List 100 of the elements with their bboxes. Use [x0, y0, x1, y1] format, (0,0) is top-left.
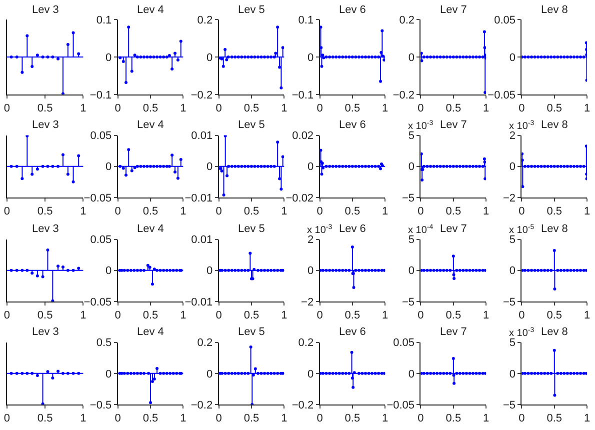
x-tick-label: 1 — [80, 102, 86, 115]
y-tick-label: 0.01 — [191, 234, 213, 246]
x-tick-label: 0 — [4, 206, 10, 218]
y-tick-label: −0.2 — [190, 89, 213, 102]
chart-title: Lev 8 — [541, 119, 568, 131]
y-tick-label: 0 — [408, 52, 415, 64]
chart-title: Lev 3 — [32, 326, 59, 338]
x-tick-label: 0 — [418, 102, 424, 115]
text: x 10$^{-3}$ — [408, 120, 434, 132]
x-tick-label: 0.5 — [546, 206, 562, 218]
x-tick-label: 0.5 — [546, 310, 562, 322]
y-tick-label: −0.05 — [84, 192, 112, 204]
x-tick-label: 0 — [518, 102, 525, 115]
y-tick-label: −5 — [502, 399, 516, 412]
x-tick-label: 0.5 — [344, 102, 360, 115]
x-tick-label: 0 — [518, 310, 525, 322]
text: x 10$^{-3}$ — [307, 224, 332, 236]
x-tick-label: 1 — [483, 102, 490, 115]
chart-title: Lev 8 — [541, 223, 568, 235]
y-tick-label: 0.5 — [96, 337, 112, 350]
x-tick-label: 0.5 — [344, 206, 360, 218]
y-tick-label: 0 — [206, 368, 213, 380]
y-tick-label: −0.1 — [292, 89, 314, 102]
y-tick-label: 0 — [206, 265, 213, 278]
x-tick-label: 0.5 — [446, 310, 462, 322]
x-tick-label: 0 — [216, 310, 222, 322]
chart-title: Lev 5 — [238, 223, 265, 235]
y-tick-label: 0 — [509, 161, 516, 174]
x-tick-label: 0 — [316, 310, 323, 322]
x-tick-label: 1 — [584, 206, 590, 218]
x-tick-label: 1 — [180, 206, 186, 218]
text: x 10$^{-4}$ — [408, 224, 434, 236]
x-tick-label: 1 — [180, 310, 186, 322]
y-tick-label: −0.01 — [184, 296, 213, 308]
x-tick-label: 1 — [483, 412, 490, 425]
chart-title: Lev 6 — [339, 119, 366, 131]
y-tick-label: 0 — [509, 265, 516, 278]
x-tick-label: 0.5 — [142, 206, 158, 218]
text: x 10$^{-5}$ — [509, 224, 534, 236]
x-tick-label: 0 — [418, 412, 424, 425]
y-tick-label: 2 — [307, 234, 314, 246]
x-tick-label: 0.5 — [546, 102, 562, 115]
chart-title: Lev 6 — [339, 223, 366, 235]
y-tick-label: 0 — [307, 52, 314, 64]
x-tick-label: 1 — [382, 102, 388, 115]
y-tick-label: 0.05 — [90, 130, 112, 142]
y-tick-label: −0.5 — [90, 399, 112, 412]
x-tick-label: 1 — [483, 310, 490, 322]
x-tick-label: 1 — [180, 412, 186, 425]
y-tick-label: −5 — [402, 296, 415, 308]
chart-title: Lev 6 — [339, 4, 366, 16]
y-tick-label: −2 — [301, 296, 314, 308]
y-tick-label: −2 — [502, 192, 516, 204]
x-tick-label: 0 — [216, 102, 222, 115]
x-tick-label: 1 — [281, 102, 288, 115]
x-tick-label: 0 — [216, 206, 222, 218]
y-tick-label: 0 — [408, 161, 415, 174]
y-tick-label: −0.1 — [90, 89, 112, 102]
y-tick-label: 0.05 — [90, 234, 112, 246]
y-tick-label: 0 — [408, 265, 415, 278]
chart-title: Lev 6 — [339, 326, 366, 338]
y-tick-label: 0.02 — [292, 130, 314, 142]
y-tick-label: −0.2 — [392, 89, 415, 102]
y-tick-label: 0 — [509, 368, 516, 380]
x-tick-label: 0 — [518, 206, 525, 218]
x-tick-label: 0.5 — [37, 310, 53, 322]
y-tick-label: 0.2 — [197, 14, 213, 26]
y-tick-label: 0 — [307, 265, 314, 278]
x-tick-label: 1 — [483, 206, 490, 218]
x-tick-label: 0.5 — [244, 206, 260, 218]
x-tick-label: 1 — [281, 310, 288, 322]
chart-title: Lev 3 — [32, 223, 59, 235]
chart-title: Lev 8 — [541, 326, 568, 338]
x-tick-label: 0.5 — [142, 310, 158, 322]
x-tick-label: 0.5 — [37, 412, 53, 425]
x-tick-label: 0 — [418, 206, 424, 218]
y-tick-label: 5 — [408, 234, 415, 246]
y-tick-label: −0.02 — [286, 192, 314, 204]
x-tick-label: 0 — [114, 310, 121, 322]
y-tick-label: 0 — [307, 161, 314, 174]
x-tick-label: 1 — [281, 412, 288, 425]
x-tick-label: 1 — [584, 102, 590, 115]
chart-title: Lev 4 — [137, 119, 164, 131]
chart-title: Lev 7 — [440, 4, 467, 16]
x-tick-label: 0 — [316, 102, 323, 115]
y-tick-label: 0.2 — [399, 14, 415, 26]
x-tick-label: 1 — [584, 310, 590, 322]
x-tick-label: 0.5 — [446, 412, 462, 425]
x-tick-label: 0 — [4, 102, 10, 115]
y-tick-label: 0.05 — [494, 14, 516, 26]
chart-title: Lev 5 — [238, 326, 265, 338]
x-tick-label: 1 — [80, 412, 86, 425]
y-tick-label: 5 — [509, 234, 516, 246]
x-tick-label: 0 — [518, 412, 525, 425]
x-tick-label: 0 — [114, 102, 121, 115]
x-tick-label: 0.5 — [244, 310, 260, 322]
y-tick-label: 0.01 — [191, 130, 213, 142]
x-tick-label: 0.5 — [546, 412, 562, 425]
y-tick-label: 0.2 — [298, 337, 314, 350]
x-tick-label: 0 — [4, 310, 10, 322]
